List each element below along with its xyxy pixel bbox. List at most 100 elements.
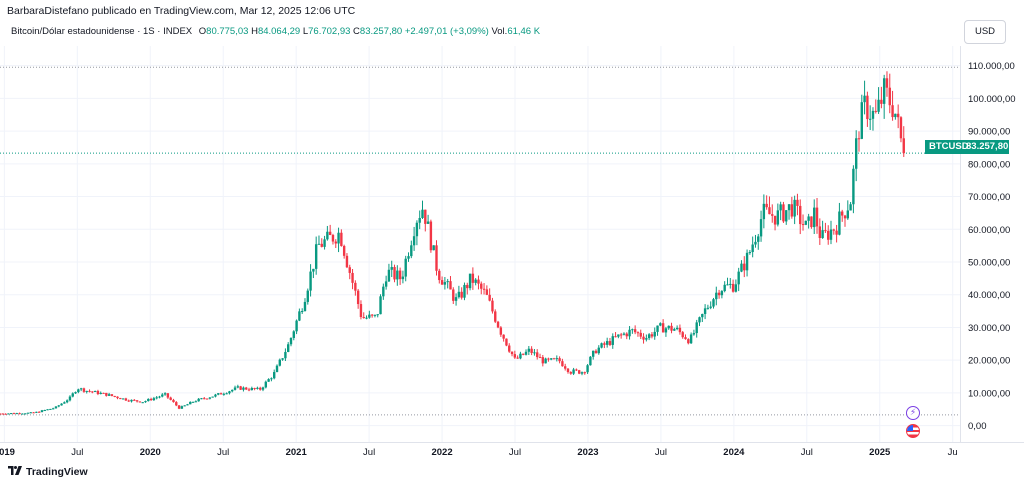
candle-body	[93, 391, 97, 393]
candle-body	[513, 354, 517, 358]
candle-body	[21, 413, 24, 415]
candle-body	[782, 204, 785, 222]
candle-body	[172, 399, 175, 403]
candle-body	[440, 280, 444, 285]
candle-body	[868, 118, 872, 120]
candle-body	[107, 394, 111, 396]
tradingview-logo[interactable]: TradingView	[8, 466, 88, 478]
candle-body	[0, 413, 2, 415]
candle-body	[647, 334, 651, 339]
lightning-icon[interactable]: ⚡	[906, 406, 920, 420]
candle-body	[650, 334, 654, 337]
candle-body	[720, 291, 724, 296]
candle-body	[191, 401, 195, 403]
candle-body	[286, 344, 290, 352]
x-tick-label: 2024	[723, 447, 745, 458]
candle-body	[85, 390, 88, 392]
candle-body	[807, 216, 810, 221]
candle-body	[236, 386, 240, 388]
candle-body	[183, 405, 186, 407]
candle-body	[502, 334, 505, 339]
candle-body	[835, 230, 838, 235]
candle-body	[242, 387, 245, 390]
currency-button[interactable]: USD	[964, 20, 1006, 44]
candle-body	[499, 327, 503, 335]
candle-body	[177, 405, 181, 409]
candle-body	[256, 387, 259, 389]
candle-body	[116, 396, 119, 399]
candle-body	[18, 413, 21, 415]
candle-body	[149, 398, 153, 401]
candle-body	[463, 284, 466, 298]
candle-body	[790, 204, 794, 217]
candle-body	[443, 282, 447, 285]
candle-body	[849, 204, 852, 211]
candle-body	[152, 398, 156, 401]
symbol-legend[interactable]: Bitcoin/Dólar estadounidense · 1S · INDE…	[11, 26, 540, 37]
candle-body	[12, 413, 16, 415]
symbol-name[interactable]: Bitcoin/Dólar estadounidense · 1S · INDE…	[11, 26, 193, 37]
candle-body	[79, 388, 83, 390]
candle-body	[96, 391, 100, 395]
candle-body	[49, 408, 52, 410]
candle-body	[460, 291, 463, 298]
candle-body	[208, 397, 212, 399]
candle-body	[480, 283, 483, 289]
candle-body	[211, 396, 214, 398]
y-tick-label: 80.000,00	[968, 159, 1010, 170]
candle-body	[703, 308, 707, 314]
candle-body	[692, 333, 696, 335]
candle-body	[617, 334, 620, 337]
candle-body	[275, 365, 279, 373]
candle-body	[712, 299, 715, 307]
close-value: 83.257,80	[359, 26, 403, 37]
candle-body	[841, 211, 844, 216]
x-tick-label: Jul	[509, 447, 521, 458]
candle-body	[337, 232, 340, 244]
candle-body	[636, 332, 640, 334]
candle-body	[404, 258, 407, 277]
candle-body	[384, 281, 388, 287]
us-flag-icon[interactable]	[906, 424, 920, 438]
candle-body	[661, 323, 665, 333]
candle-body	[491, 300, 494, 312]
candle-body	[110, 394, 114, 396]
candle-body	[163, 393, 167, 395]
candle-body	[631, 329, 634, 331]
candle-body	[393, 267, 396, 280]
candle-body	[331, 234, 335, 242]
candle-body	[9, 413, 13, 415]
candle-body	[689, 334, 693, 344]
candle-body	[611, 336, 614, 345]
candle-body	[466, 284, 469, 289]
candle-body	[628, 329, 631, 337]
candle-body	[673, 329, 676, 331]
candle-body	[40, 410, 44, 413]
volume-label: Vol.	[491, 26, 508, 37]
candle-body	[743, 263, 746, 271]
candle-body	[432, 245, 435, 251]
candle-body	[488, 294, 491, 301]
candle-body	[29, 412, 32, 414]
candle-body	[155, 397, 158, 399]
candle-body	[796, 199, 799, 206]
candle-body	[793, 199, 796, 217]
candle-body	[843, 215, 847, 219]
last-price-value: 83.257,80	[966, 141, 1009, 152]
candle-body	[370, 314, 374, 316]
x-tick-label: 2021	[286, 447, 308, 458]
candle-body	[197, 398, 200, 402]
candle-body	[203, 398, 206, 400]
candle-body	[113, 395, 116, 397]
candle-body	[625, 333, 628, 337]
candle-body	[600, 343, 603, 348]
candle-body	[228, 391, 231, 394]
candle-body	[175, 402, 178, 406]
candle-body	[245, 387, 248, 390]
candle-body	[37, 411, 41, 413]
candle-body	[530, 348, 533, 354]
candle-body	[124, 398, 128, 401]
y-tick-label: 10.000,00	[968, 388, 1010, 399]
candle-body	[368, 314, 371, 318]
